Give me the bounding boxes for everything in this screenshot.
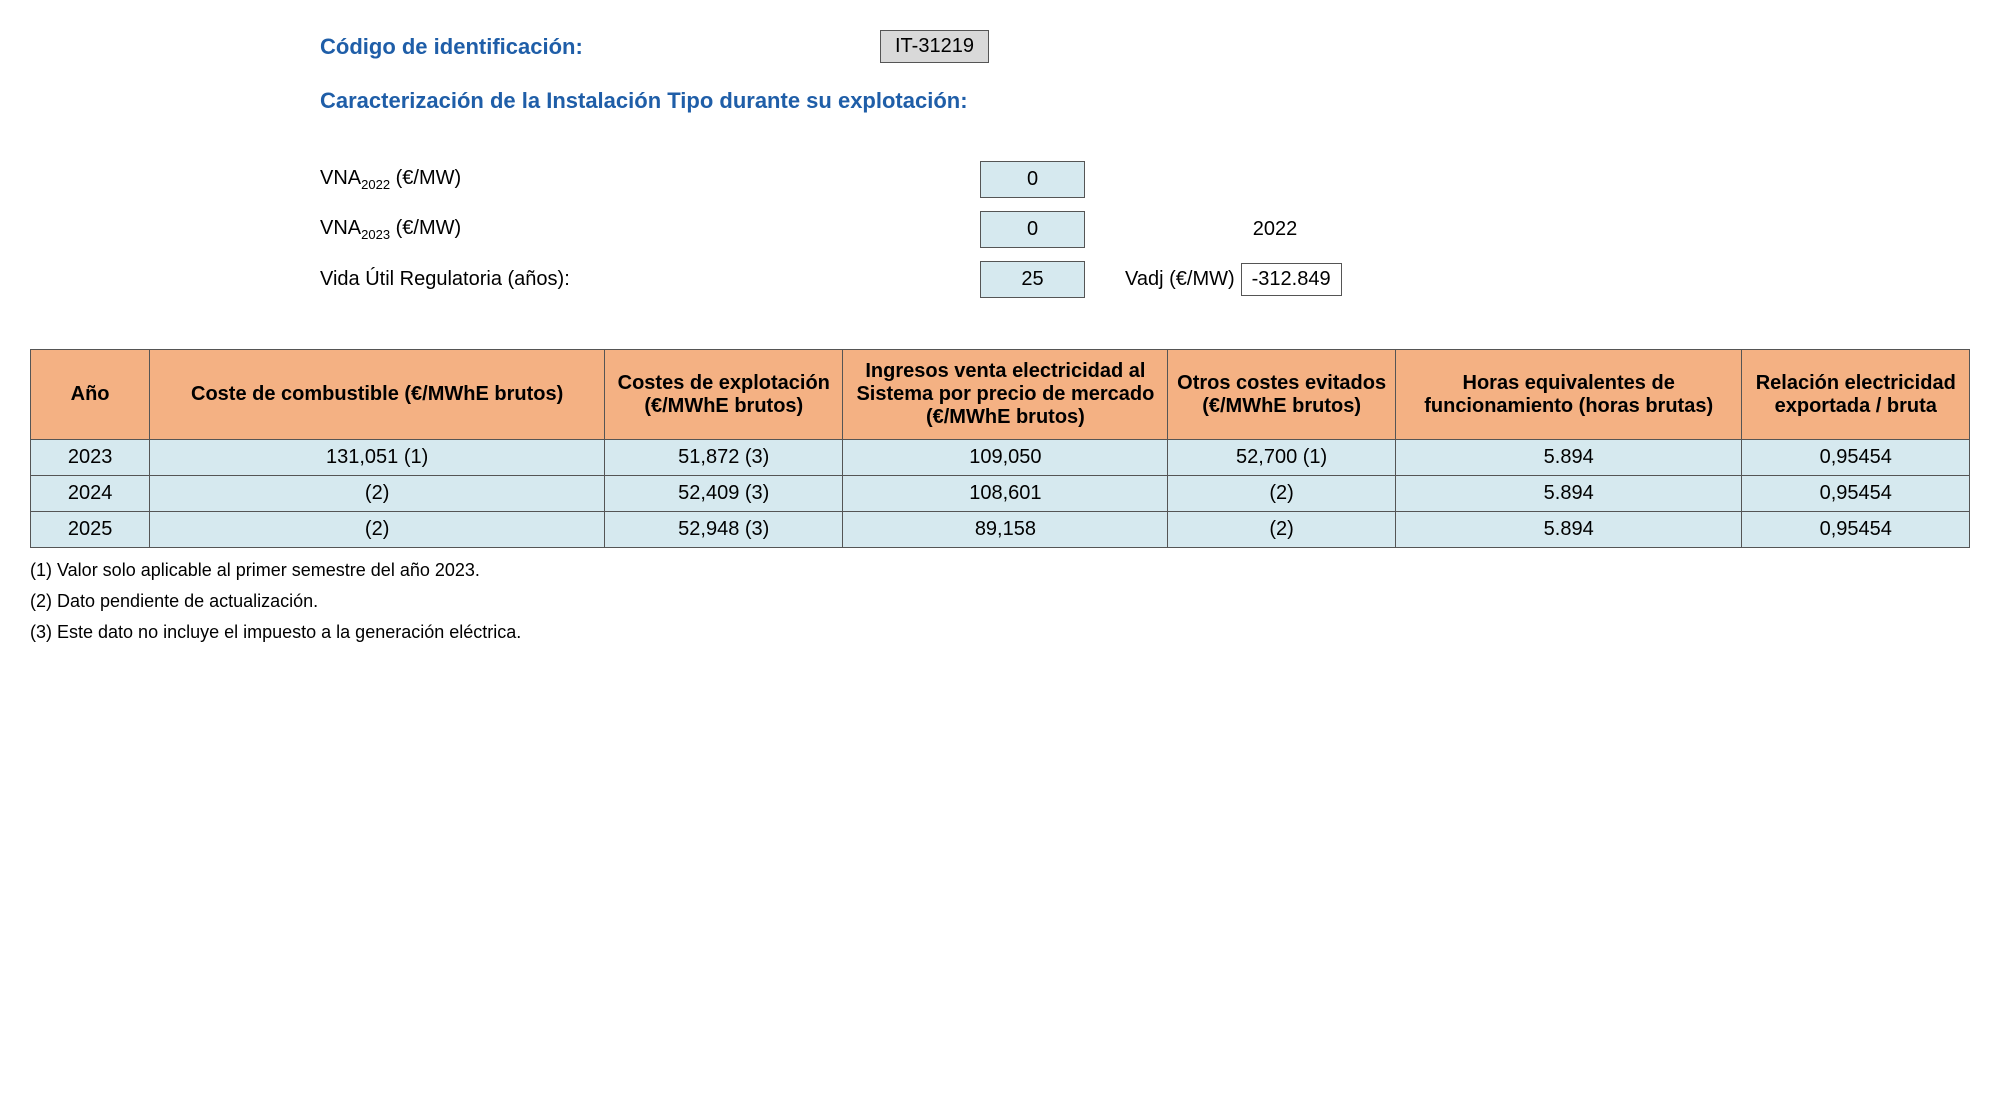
vadj-label: Vadj (€/MW) bbox=[1125, 268, 1235, 291]
col-ano: Año bbox=[31, 350, 150, 440]
cell: 109,050 bbox=[843, 440, 1168, 476]
col-ingresos: Ingresos venta electricidad al Sistema p… bbox=[843, 350, 1168, 440]
cell: 0,95454 bbox=[1742, 512, 1970, 548]
cell: 131,051 (1) bbox=[150, 440, 605, 476]
cell: 52,409 (3) bbox=[605, 476, 843, 512]
cell: 5.894 bbox=[1395, 476, 1742, 512]
footnotes: (1) Valor solo aplicable al primer semes… bbox=[30, 560, 1970, 643]
vida-util-value: 25 bbox=[980, 261, 1085, 298]
col-combustible: Coste de combustible (€/MWhE brutos) bbox=[150, 350, 605, 440]
col-horas: Horas equivalentes de funcionamiento (ho… bbox=[1395, 350, 1742, 440]
cell: 2023 bbox=[31, 440, 150, 476]
code-value-box: IT-31219 bbox=[880, 30, 989, 63]
section-title: Caracterización de la Instalación Tipo d… bbox=[320, 88, 1970, 114]
cell: 0,95454 bbox=[1742, 440, 1970, 476]
footnote-3: (3) Este dato no incluye el impuesto a l… bbox=[30, 622, 1970, 643]
vna2022-value: 0 bbox=[980, 161, 1085, 198]
vna2023-label: VNA2023 (€/MW) bbox=[320, 217, 980, 242]
vna2023-value: 0 bbox=[980, 211, 1085, 248]
cell: 108,601 bbox=[843, 476, 1168, 512]
cell: 2024 bbox=[31, 476, 150, 512]
col-relacion: Relación electricidad exportada / bruta bbox=[1742, 350, 1970, 440]
cell: (2) bbox=[150, 512, 605, 548]
table-row: 2025 (2) 52,948 (3) 89,158 (2) 5.894 0,9… bbox=[31, 512, 1970, 548]
data-table: Año Coste de combustible (€/MWhE brutos)… bbox=[30, 349, 1970, 548]
cell: 0,95454 bbox=[1742, 476, 1970, 512]
footnote-2: (2) Dato pendiente de actualización. bbox=[30, 591, 1970, 612]
vna2022-label: VNA2022 (€/MW) bbox=[320, 167, 980, 192]
col-otros-costes: Otros costes evitados (€/MWhE brutos) bbox=[1168, 350, 1395, 440]
cell: 51,872 (3) bbox=[605, 440, 843, 476]
cell: 2025 bbox=[31, 512, 150, 548]
cell: (2) bbox=[1168, 512, 1395, 548]
cell: 89,158 bbox=[843, 512, 1168, 548]
cell: 5.894 bbox=[1395, 512, 1742, 548]
code-label: Código de identificación: bbox=[320, 34, 880, 60]
table-row: 2024 (2) 52,409 (3) 108,601 (2) 5.894 0,… bbox=[31, 476, 1970, 512]
footnote-1: (1) Valor solo aplicable al primer semes… bbox=[30, 560, 1970, 581]
vadj-value: -312.849 bbox=[1241, 263, 1342, 296]
table-header-row: Año Coste de combustible (€/MWhE brutos)… bbox=[31, 350, 1970, 440]
vida-util-label: Vida Útil Regulatoria (años): bbox=[320, 268, 980, 291]
col-explotacion: Costes de explotación (€/MWhE brutos) bbox=[605, 350, 843, 440]
cell: 5.894 bbox=[1395, 440, 1742, 476]
table-row: 2023 131,051 (1) 51,872 (3) 109,050 52,7… bbox=[31, 440, 1970, 476]
cell: 52,948 (3) bbox=[605, 512, 843, 548]
year-ref: 2022 bbox=[1165, 218, 1385, 241]
cell: (2) bbox=[150, 476, 605, 512]
cell: (2) bbox=[1168, 476, 1395, 512]
cell: 52,700 (1) bbox=[1168, 440, 1395, 476]
